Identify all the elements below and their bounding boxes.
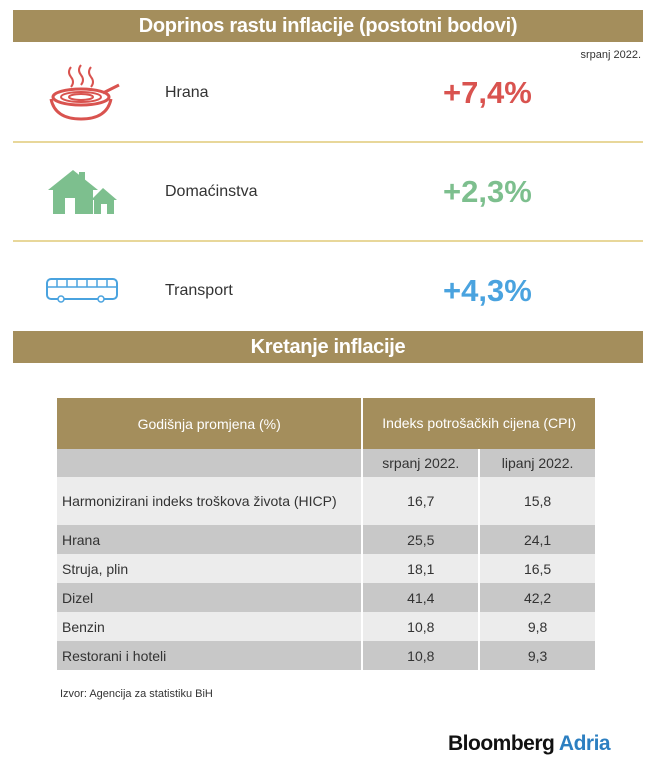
row-value-july: 16,7 <box>362 477 481 525</box>
table-row: Restorani i hoteli 10,8 9,3 <box>57 641 595 670</box>
category-row-food: Hrana +7,4% <box>13 63 643 123</box>
date-note: srpanj 2022. <box>580 49 641 61</box>
category-value-transport: +4,3% <box>443 273 532 308</box>
row-value-july: 10,8 <box>362 612 481 641</box>
category-value-food: +7,4% <box>443 75 532 110</box>
category-label-household: Domaćinstva <box>165 183 258 200</box>
category-row-transport: Transport +4,3% <box>13 261 643 321</box>
separator <box>13 141 643 143</box>
table-subheader-empty <box>57 449 364 477</box>
row-value-july: 25,5 <box>362 525 481 554</box>
table-col-july: srpanj 2022. <box>362 449 481 477</box>
row-value-june: 9,3 <box>479 641 595 670</box>
category-value-household: +2,3% <box>443 174 532 209</box>
row-value-june: 42,2 <box>479 583 595 612</box>
row-value-june: 24,1 <box>479 525 595 554</box>
brand-logo: Bloomberg Adria <box>448 732 611 756</box>
table-row: Struja, plin 18,1 16,5 <box>57 554 595 583</box>
table-header-label: Godišnja promjena (%) <box>57 398 364 449</box>
food-bowl-icon <box>49 64 120 121</box>
brand-name-part2: Adria <box>558 732 611 755</box>
house-icon <box>48 170 117 214</box>
inflation-table: Godišnja promjena (%) Indeks potrošačkih… <box>57 398 595 670</box>
inflation-section-title: Kretanje inflacije <box>13 331 643 363</box>
contribution-title: Doprinos rastu inflacije (postotni bodov… <box>13 10 643 42</box>
row-value-june: 9,8 <box>479 612 595 641</box>
row-value-july: 18,1 <box>362 554 481 583</box>
table-row: Dizel 41,4 42,2 <box>57 583 595 612</box>
row-name: Benzin <box>57 612 364 641</box>
row-value-july: 10,8 <box>362 641 481 670</box>
row-name: Dizel <box>57 583 364 612</box>
table-col-june: lipanj 2022. <box>479 449 595 477</box>
table-row: Hrana 25,5 24,1 <box>57 525 595 554</box>
bus-icon <box>46 278 118 303</box>
category-label-food: Hrana <box>165 84 209 101</box>
category-label-transport: Transport <box>165 282 233 299</box>
separator <box>13 240 643 242</box>
row-value-july: 41,4 <box>362 583 481 612</box>
row-name: Harmonizirani indeks troškova života (HI… <box>57 477 364 525</box>
row-value-june: 15,8 <box>479 477 595 525</box>
row-name: Struja, plin <box>57 554 364 583</box>
source-note: Izvor: Agencija za statistiku BiH <box>60 688 213 700</box>
brand-name-part1: Bloomberg <box>448 732 555 755</box>
table-row: Benzin 10,8 9,8 <box>57 612 595 641</box>
table-header-cpi: Indeks potrošačkih cijena (CPI) <box>362 398 595 449</box>
table-row: Harmonizirani indeks troškova života (HI… <box>57 477 595 525</box>
row-name: Restorani i hoteli <box>57 641 364 670</box>
category-row-household: Domaćinstva +2,3% <box>13 162 643 222</box>
row-value-june: 16,5 <box>479 554 595 583</box>
row-name: Hrana <box>57 525 364 554</box>
